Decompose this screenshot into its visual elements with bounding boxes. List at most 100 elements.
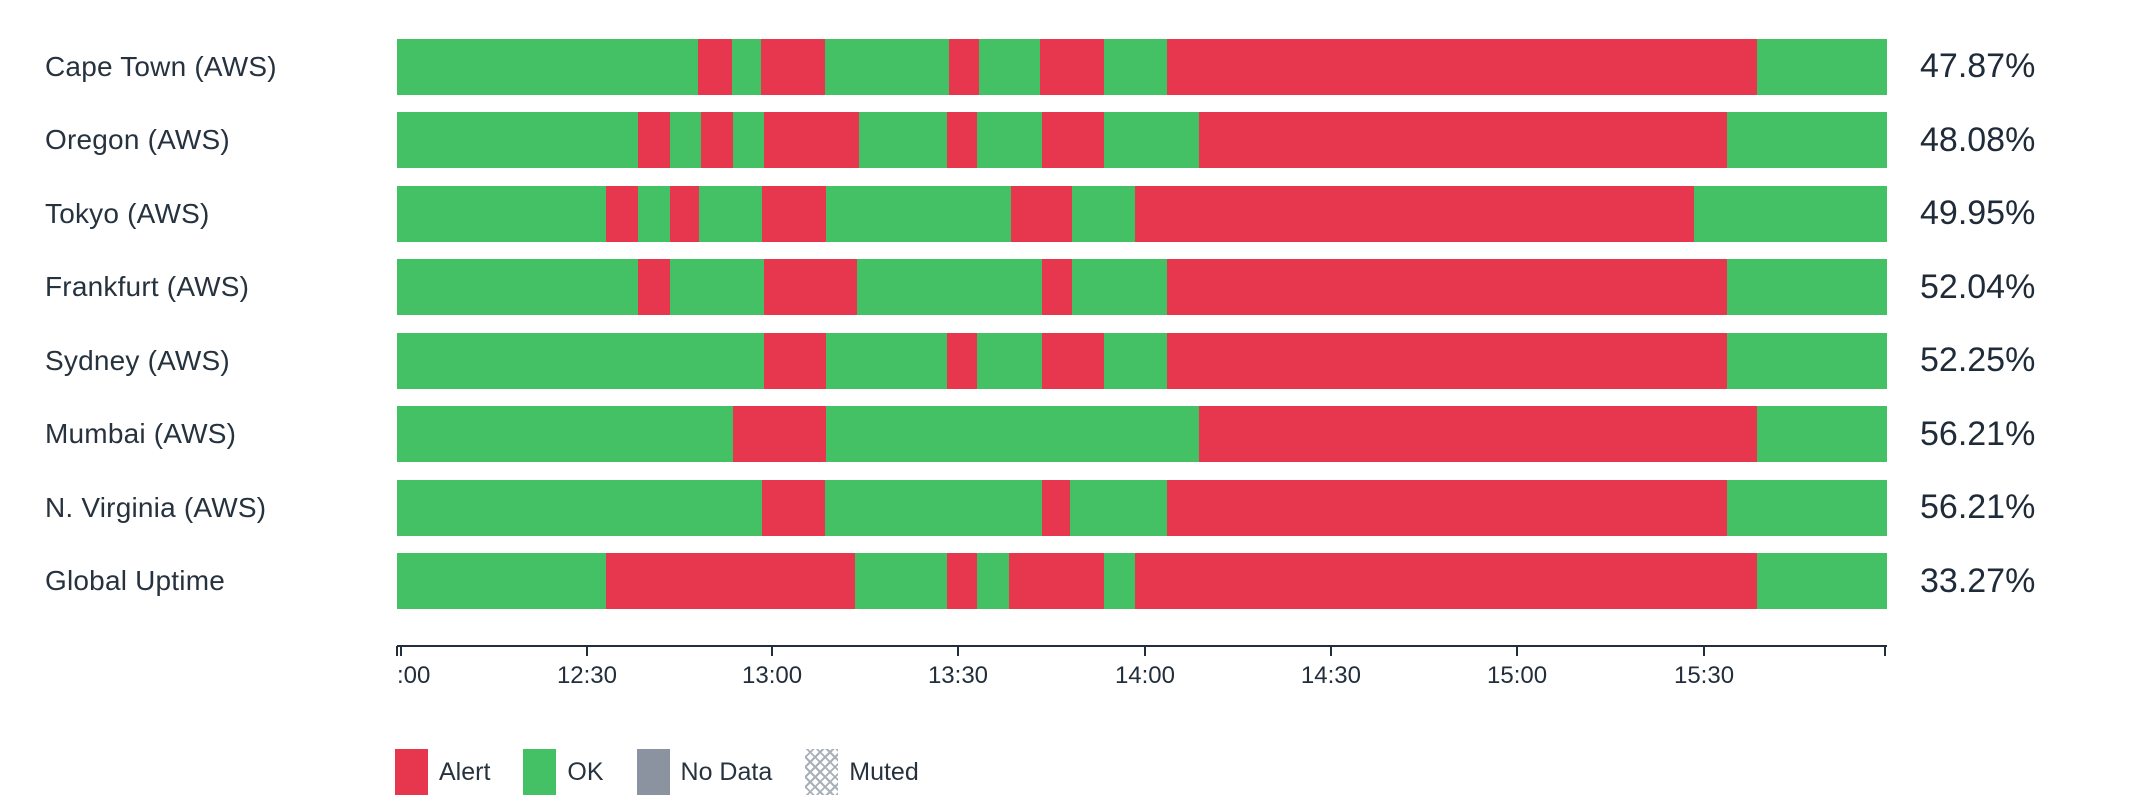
status-bar[interactable] <box>397 112 1887 169</box>
status-segment-ok[interactable] <box>826 185 1012 242</box>
status-segment-alert[interactable] <box>763 259 857 316</box>
status-segment-alert[interactable] <box>1166 38 1757 95</box>
status-segment-ok[interactable] <box>669 259 764 316</box>
status-segment-ok[interactable] <box>397 259 638 316</box>
status-bar[interactable] <box>397 553 1887 610</box>
status-segment-ok[interactable] <box>1103 38 1167 95</box>
status-segment-ok[interactable] <box>1693 185 1887 242</box>
status-segment-ok[interactable] <box>1070 479 1167 536</box>
legend-item-no-data[interactable]: No Data <box>636 749 772 795</box>
status-segment-ok[interactable] <box>1726 259 1887 316</box>
status-bar[interactable] <box>397 38 1887 95</box>
status-segment-ok[interactable] <box>1103 332 1167 389</box>
status-segment-alert[interactable] <box>637 259 670 316</box>
status-segment-alert[interactable] <box>1166 332 1727 389</box>
status-bar[interactable] <box>397 332 1887 389</box>
status-segment-alert[interactable] <box>1134 553 1757 610</box>
row-label[interactable]: Tokyo (AWS) <box>45 197 210 229</box>
status-segment-ok[interactable] <box>1757 553 1887 610</box>
status-segment-ok[interactable] <box>1103 553 1135 610</box>
status-bar[interactable] <box>397 406 1887 463</box>
status-segment-alert[interactable] <box>606 185 639 242</box>
legend-item-ok[interactable]: OK <box>523 749 604 795</box>
status-segment-alert[interactable] <box>947 332 978 389</box>
status-segment-alert[interactable] <box>1199 406 1758 463</box>
status-segment-ok[interactable] <box>397 332 765 389</box>
status-segment-ok[interactable] <box>397 38 698 95</box>
status-segment-alert[interactable] <box>1135 185 1694 242</box>
status-segment-alert[interactable] <box>764 332 827 389</box>
row-label[interactable]: Sydney (AWS) <box>45 344 230 376</box>
status-segment-alert[interactable] <box>946 553 977 610</box>
row-label[interactable]: N. Virginia (AWS) <box>45 491 267 523</box>
status-segment-ok[interactable] <box>859 112 948 169</box>
status-segment-ok[interactable] <box>978 38 1040 95</box>
status-segment-alert[interactable] <box>947 112 977 169</box>
status-segment-ok[interactable] <box>732 112 764 169</box>
status-segment-alert[interactable] <box>949 38 979 95</box>
status-segment-alert[interactable] <box>1041 112 1104 169</box>
status-segment-ok[interactable] <box>825 38 949 95</box>
status-segment-alert[interactable] <box>697 38 732 95</box>
status-segment-ok[interactable] <box>1103 112 1199 169</box>
status-segment-alert[interactable] <box>1166 479 1727 536</box>
status-row: Frankfurt (AWS) 52.04% <box>0 251 2134 325</box>
status-segment-alert[interactable] <box>1198 112 1727 169</box>
status-segment-alert[interactable] <box>1041 259 1072 316</box>
status-segment-ok[interactable] <box>856 259 1042 316</box>
status-segment-ok[interactable] <box>1072 185 1136 242</box>
uptime-value: 56.21% <box>1920 414 2036 453</box>
status-segment-alert[interactable] <box>760 38 826 95</box>
status-segment-alert[interactable] <box>763 112 859 169</box>
status-segment-ok[interactable] <box>855 553 947 610</box>
status-segment-ok[interactable] <box>638 185 671 242</box>
status-segment-alert[interactable] <box>1042 479 1070 536</box>
status-segment-ok[interactable] <box>397 479 763 536</box>
status-segment-alert[interactable] <box>606 553 856 610</box>
status-segment-ok[interactable] <box>976 553 1009 610</box>
status-segment-ok[interactable] <box>1726 479 1887 536</box>
row-label[interactable]: Global Uptime <box>45 565 226 597</box>
status-segment-ok[interactable] <box>976 112 1042 169</box>
status-segment-alert[interactable] <box>700 112 733 169</box>
status-segment-alert[interactable] <box>1011 185 1073 242</box>
row-label[interactable]: Mumbai (AWS) <box>45 418 237 450</box>
status-segment-alert[interactable] <box>1008 553 1104 610</box>
status-segment-alert[interactable] <box>637 112 670 169</box>
status-segment-alert[interactable] <box>670 185 700 242</box>
status-segment-ok[interactable] <box>397 112 638 169</box>
status-bar[interactable] <box>397 479 1887 536</box>
row-label[interactable]: Oregon (AWS) <box>45 124 230 156</box>
status-segment-ok[interactable] <box>1756 38 1887 95</box>
axis-tick-label: 14:30 <box>1300 662 1361 689</box>
status-segment-ok[interactable] <box>397 185 607 242</box>
status-segment-ok[interactable] <box>1757 406 1887 463</box>
status-segment-ok[interactable] <box>826 406 1200 463</box>
status-segment-ok[interactable] <box>825 479 1042 536</box>
uptime-value: 56.21% <box>1920 488 2036 527</box>
axis-tick-label: 15:00 <box>1487 662 1548 689</box>
legend-item-alert[interactable]: Alert <box>395 749 490 795</box>
status-segment-ok[interactable] <box>1726 332 1887 389</box>
status-segment-alert[interactable] <box>762 479 826 536</box>
status-segment-ok[interactable] <box>1071 259 1167 316</box>
time-axis: :00 12:30 13:00 13:30 14:00 14:30 15:00 15:30 <box>396 645 1887 705</box>
status-segment-ok[interactable] <box>669 112 701 169</box>
status-bar[interactable] <box>397 259 1887 316</box>
status-segment-ok[interactable] <box>397 406 734 463</box>
status-bar[interactable] <box>397 185 1887 242</box>
status-segment-alert[interactable] <box>762 185 827 242</box>
status-segment-ok[interactable] <box>826 332 948 389</box>
status-segment-alert[interactable] <box>1041 332 1104 389</box>
status-segment-ok[interactable] <box>977 332 1042 389</box>
status-segment-ok[interactable] <box>397 553 607 610</box>
row-label[interactable]: Cape Town (AWS) <box>45 50 277 82</box>
status-segment-ok[interactable] <box>731 38 761 95</box>
status-segment-alert[interactable] <box>1039 38 1104 95</box>
status-segment-ok[interactable] <box>699 185 763 242</box>
status-segment-alert[interactable] <box>733 406 827 463</box>
status-segment-ok[interactable] <box>1727 112 1887 169</box>
legend-item-muted[interactable]: Muted <box>805 749 919 795</box>
status-segment-alert[interactable] <box>1166 259 1727 316</box>
row-label[interactable]: Frankfurt (AWS) <box>45 271 250 303</box>
